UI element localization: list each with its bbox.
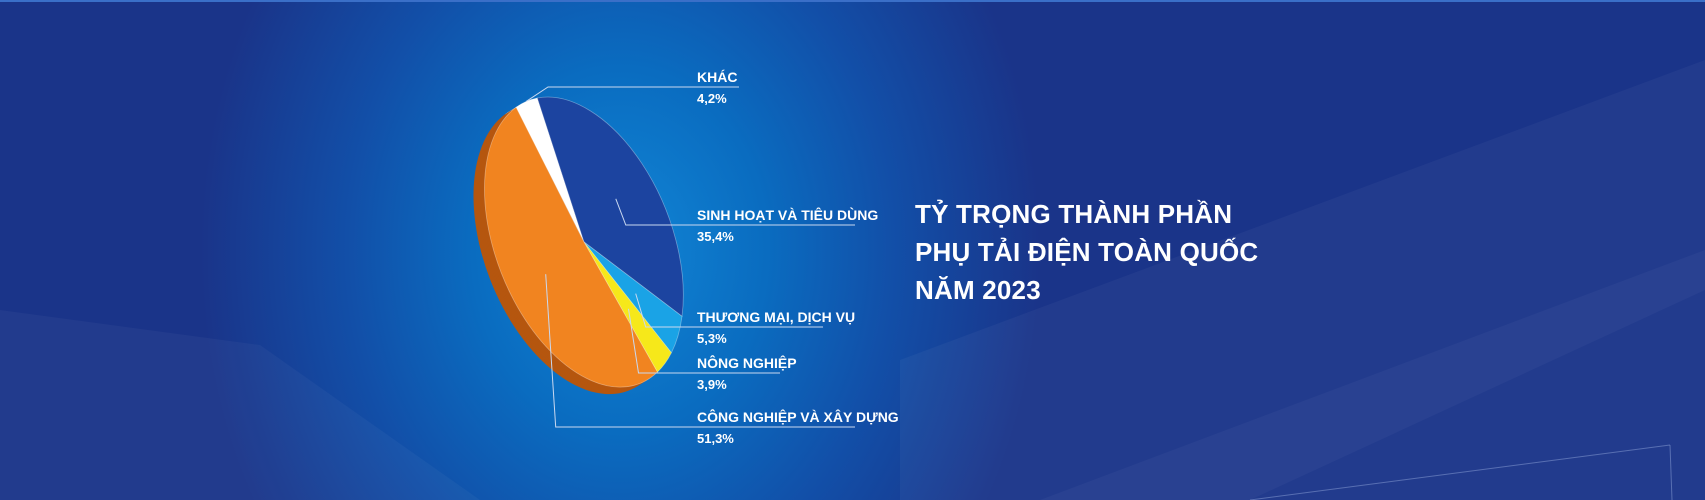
slice-label: KHÁC xyxy=(697,69,737,85)
label-group-cong-nghiep: CÔNG NGHIỆP VÀ XÂY DỰNG 51,3% xyxy=(697,408,899,446)
pie-slice xyxy=(583,241,683,354)
chart-title-line-2: PHỤ TẢI ĐIỆN TOÀN QUỐC xyxy=(915,237,1259,267)
slice-value: 3,9% xyxy=(697,377,727,392)
label-group-sinh-hoat: SINH HOẠT VÀ TIÊU DÙNG 35,4% xyxy=(697,206,878,244)
leader-line xyxy=(615,198,855,226)
slice-label: CÔNG NGHIỆP VÀ XÂY DỰNG xyxy=(697,408,899,425)
leader-line xyxy=(628,308,780,374)
leader-line xyxy=(635,293,823,328)
label-group-khac: KHÁC 4,2% xyxy=(697,69,737,106)
chart-title-line-1: TỶ TRỌNG THÀNH PHẦN xyxy=(915,199,1233,229)
leader-line xyxy=(525,86,739,102)
label-group-nong-nghiep: NÔNG NGHIỆP 3,9% xyxy=(697,354,797,392)
pie-slice xyxy=(484,106,658,388)
pie-top-layer xyxy=(484,96,684,388)
slice-label: SINH HOẠT VÀ TIÊU DÙNG xyxy=(697,206,878,223)
slice-value: 4,2% xyxy=(697,91,727,106)
leader-line xyxy=(545,274,855,428)
slice-value: 35,4% xyxy=(697,229,734,244)
label-group-thuong-mai: THƯƠNG MẠI, DỊCH VỤ 5,3% xyxy=(697,309,855,346)
pie-slice xyxy=(583,241,672,373)
pie-slice xyxy=(536,96,684,318)
slice-label: THƯƠNG MẠI, DỊCH VỤ xyxy=(697,309,855,325)
chart-title-line-3: NĂM 2023 xyxy=(915,275,1041,305)
leader-lines xyxy=(525,86,855,428)
slice-label: NÔNG NGHIỆP xyxy=(697,354,797,371)
chart-title: TỶ TRỌNG THÀNH PHẦN PHỤ TẢI ĐIỆN TOÀN QU… xyxy=(915,195,1335,309)
slice-value: 51,3% xyxy=(697,431,734,446)
slice-value: 5,3% xyxy=(697,331,727,346)
pie-slice xyxy=(515,97,585,243)
